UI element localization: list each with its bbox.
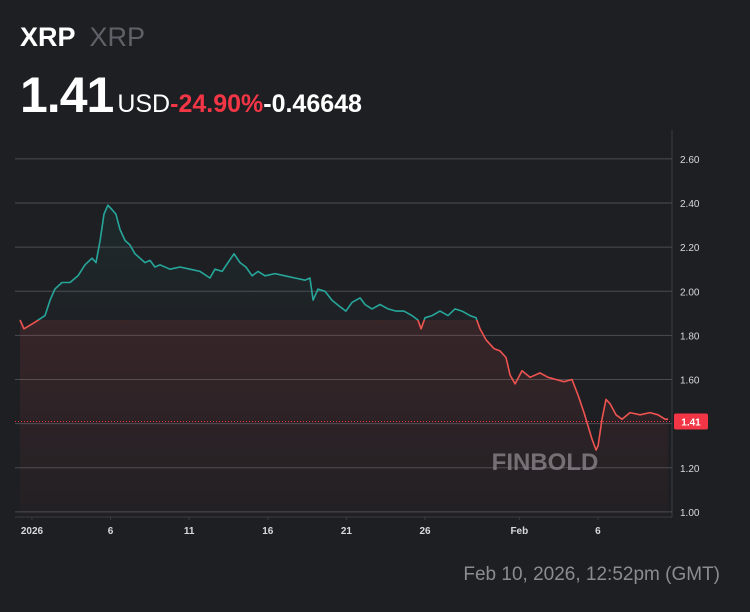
x-tick-label: Feb: [510, 526, 528, 537]
y-tick-label: 1.00: [680, 508, 700, 519]
y-tick-label: 2.20: [680, 243, 700, 254]
asset-name: XRP: [89, 22, 146, 52]
timestamp: Feb 10, 2026, 12:52pm (GMT): [463, 564, 720, 585]
symbol: XRP: [20, 22, 76, 52]
price: 1.41: [20, 67, 114, 123]
price-row: 1.41 USD -24.90% -0.46648: [20, 66, 362, 124]
x-tick-label: 21: [341, 526, 353, 537]
x-tick-label: 6: [108, 526, 114, 537]
x-tick-label: 26: [419, 526, 431, 537]
current-price-box: [674, 413, 708, 430]
x-tick-label: 16: [262, 526, 274, 537]
y-tick-label: 1.80: [680, 331, 700, 342]
y-tick-label: 2.00: [680, 287, 700, 298]
change-percent: -24.90%: [170, 90, 264, 118]
current-price-label: 1.41: [681, 417, 701, 428]
y-tick-label: 2.60: [680, 155, 700, 166]
x-tick-label: 2026: [21, 526, 44, 537]
chart: 1.001.201.401.601.802.002.202.402.602026…: [15, 130, 708, 537]
x-tick-label: 11: [184, 526, 195, 537]
change: -0.46648: [263, 90, 362, 118]
y-tick-label: 1.20: [680, 464, 700, 475]
x-tick-label: 6: [595, 526, 601, 537]
y-tick-label: 2.40: [680, 199, 700, 210]
line-area: [20, 205, 669, 515]
price-line: [19, 204, 669, 451]
header-row: XRP XRP: [20, 22, 145, 53]
currency: USD: [117, 90, 171, 118]
y-tick-label: 1.60: [680, 376, 700, 387]
